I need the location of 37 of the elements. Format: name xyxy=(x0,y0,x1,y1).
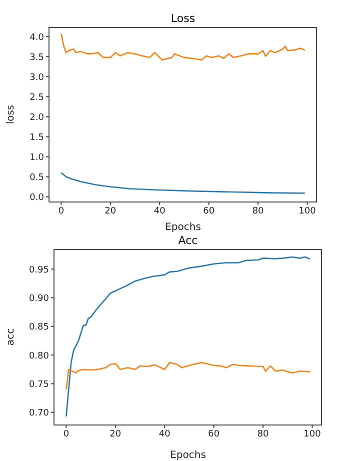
x-tick-label: 40 xyxy=(154,206,166,216)
y-axis-title: acc xyxy=(6,328,17,346)
y-tick-label: 2.5 xyxy=(30,92,44,103)
y-tick-label: 4.0 xyxy=(30,32,44,43)
y-tick-label: 0.85 xyxy=(28,322,49,333)
x-axis-title: Epochs xyxy=(170,450,206,461)
y-tick-label: 0.70 xyxy=(28,408,50,419)
x-tick-label: 100 xyxy=(304,429,322,440)
line-series xyxy=(66,362,310,390)
y-tick-label: 2.0 xyxy=(30,112,44,123)
x-axis-title: Epochs xyxy=(165,222,201,233)
x-tick-label: 20 xyxy=(110,429,122,440)
x-tick-label: 80 xyxy=(257,429,270,440)
line-series xyxy=(66,256,310,418)
y-tick-label: 0.95 xyxy=(28,265,49,276)
y-tick-label: 0.80 xyxy=(28,351,50,362)
y-tick-label: 0.90 xyxy=(28,294,50,304)
line-series xyxy=(60,172,306,194)
x-tick-label: 60 xyxy=(208,429,220,440)
x-tick-label: 0 xyxy=(63,429,70,440)
y-tick-label: 1.0 xyxy=(30,152,44,163)
chart-title: Loss xyxy=(170,12,196,25)
x-tick-label: 60 xyxy=(203,206,215,216)
x-tick-label: 0 xyxy=(58,206,64,216)
y-tick-label: 1.5 xyxy=(30,132,44,143)
y-tick-label: 3.0 xyxy=(30,72,44,83)
y-tick-label: 0.5 xyxy=(30,172,44,183)
y-tick-label: 0.75 xyxy=(28,380,49,390)
y-axis-title: loss xyxy=(6,104,17,124)
y-tick-label: 0.0 xyxy=(30,192,44,203)
x-tick-label: 80 xyxy=(252,206,264,216)
line-series xyxy=(60,33,306,60)
y-tick-label: 3.5 xyxy=(30,52,44,63)
chart-title: Acc xyxy=(177,234,199,247)
x-tick-label: 100 xyxy=(298,206,316,216)
x-tick-label: 40 xyxy=(158,429,171,440)
x-tick-label: 20 xyxy=(104,206,116,216)
